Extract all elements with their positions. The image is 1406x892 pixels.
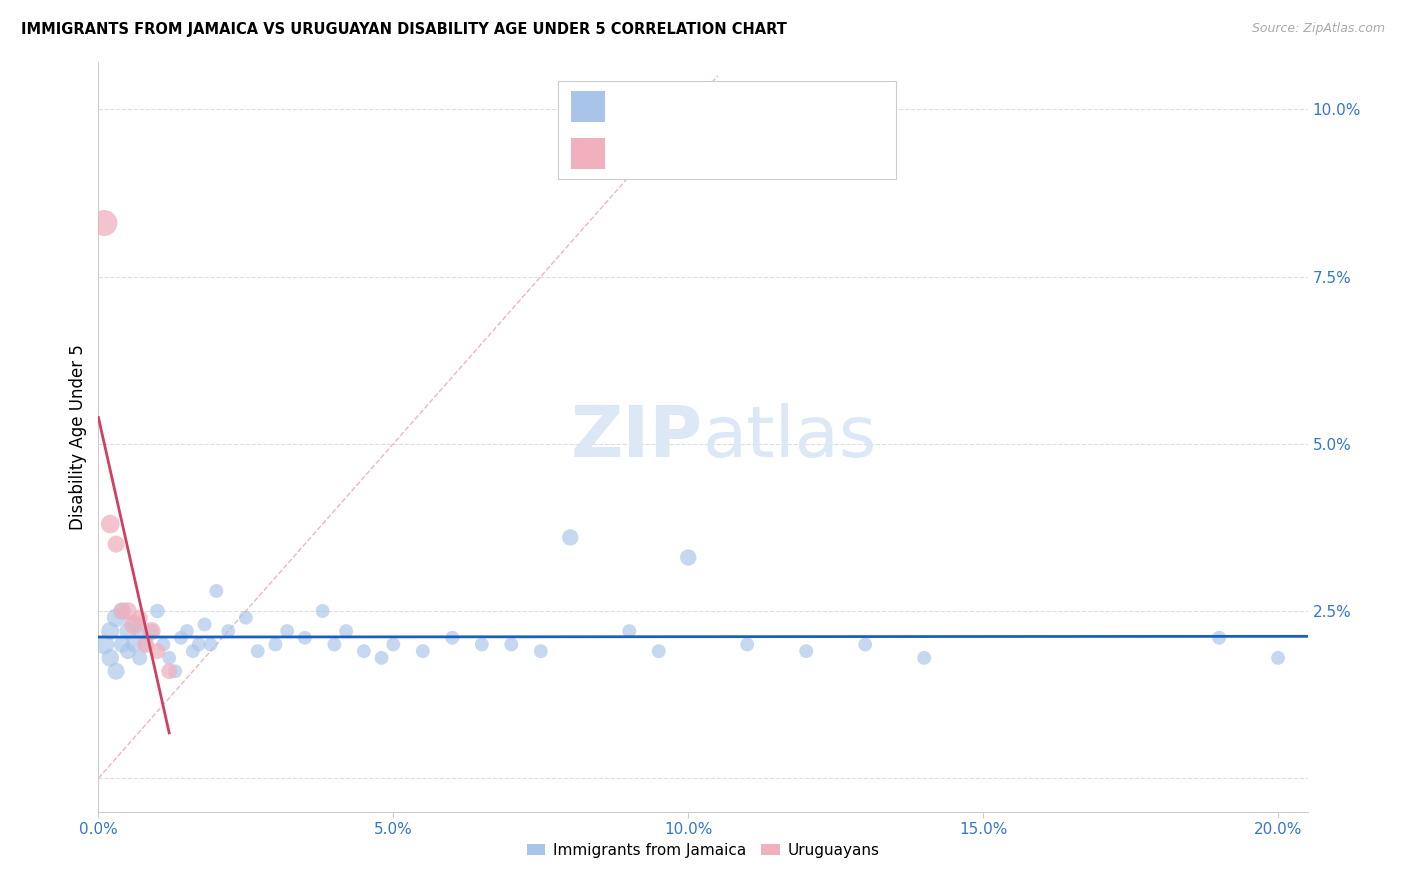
Point <box>157 664 180 679</box>
Point <box>853 637 876 651</box>
Point <box>128 651 150 665</box>
Point <box>471 637 494 651</box>
Point <box>98 517 121 532</box>
Point <box>382 637 405 651</box>
Point <box>235 610 257 624</box>
Point <box>619 624 641 639</box>
Point <box>1208 631 1230 645</box>
Y-axis label: Disability Age Under 5: Disability Age Under 5 <box>69 344 87 530</box>
Point <box>141 624 163 639</box>
Point <box>353 644 375 658</box>
Text: IMMIGRANTS FROM JAMAICA VS URUGUAYAN DISABILITY AGE UNDER 5 CORRELATION CHART: IMMIGRANTS FROM JAMAICA VS URUGUAYAN DIS… <box>21 22 787 37</box>
Point <box>122 617 145 632</box>
Point <box>311 604 333 618</box>
Point <box>794 644 817 658</box>
Point <box>200 637 222 651</box>
Point <box>117 604 139 618</box>
Point <box>128 624 150 639</box>
Point <box>205 583 228 598</box>
Point <box>187 637 209 651</box>
Point <box>146 644 169 658</box>
Point <box>105 610 128 624</box>
Point <box>323 637 346 651</box>
Text: ZIP: ZIP <box>571 402 703 472</box>
Point <box>170 631 193 645</box>
Point <box>912 651 935 665</box>
Point <box>111 604 134 618</box>
Point <box>122 637 145 651</box>
Point <box>530 644 553 658</box>
Point <box>1267 651 1289 665</box>
Point <box>246 644 269 658</box>
Point <box>501 637 523 651</box>
Point <box>93 216 115 230</box>
Point <box>111 637 134 651</box>
Legend: Immigrants from Jamaica, Uruguayans: Immigrants from Jamaica, Uruguayans <box>520 837 886 864</box>
Point <box>264 637 287 651</box>
Point <box>176 624 198 639</box>
Point <box>441 631 464 645</box>
Point <box>152 637 174 651</box>
Point <box>141 624 163 639</box>
Text: atlas: atlas <box>703 402 877 472</box>
Point <box>128 610 150 624</box>
Point <box>122 617 145 632</box>
Point <box>135 637 157 651</box>
Point <box>135 637 157 651</box>
Point <box>146 604 169 618</box>
Point <box>560 530 582 544</box>
Point <box>370 651 392 665</box>
Point <box>98 624 121 639</box>
Point <box>735 637 758 651</box>
Point <box>105 664 128 679</box>
Point <box>111 604 134 618</box>
Point <box>157 651 180 665</box>
Point <box>678 550 700 565</box>
Point <box>648 644 671 658</box>
Point <box>335 624 357 639</box>
Point <box>294 631 316 645</box>
Point <box>181 644 204 658</box>
Point <box>194 617 217 632</box>
Text: Source: ZipAtlas.com: Source: ZipAtlas.com <box>1251 22 1385 36</box>
Point <box>93 637 115 651</box>
Point <box>217 624 239 639</box>
Point <box>105 537 128 551</box>
Point <box>117 644 139 658</box>
Point <box>98 651 121 665</box>
Point <box>412 644 434 658</box>
Point <box>117 624 139 639</box>
Point <box>276 624 298 639</box>
Point <box>165 664 187 679</box>
